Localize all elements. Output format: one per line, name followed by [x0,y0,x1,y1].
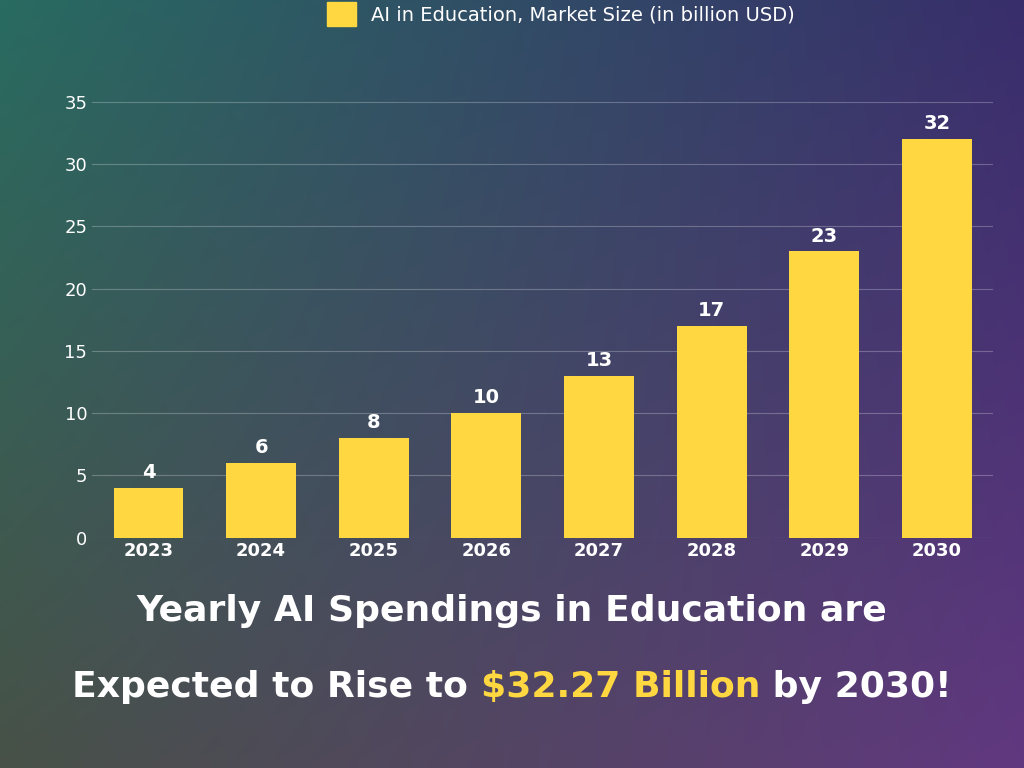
Text: 4: 4 [141,463,156,482]
Text: 6: 6 [254,439,268,457]
Text: Yearly AI Spendings in Education are: Yearly AI Spendings in Education are [136,594,888,627]
Text: by 2030!: by 2030! [760,670,952,704]
Text: 23: 23 [811,227,838,246]
Text: Expected to Rise to: Expected to Rise to [72,670,480,704]
Text: $32.27 Billion: $32.27 Billion [480,670,760,704]
Text: 8: 8 [367,413,381,432]
Bar [339,438,409,538]
Text: 17: 17 [698,301,725,320]
Bar [902,139,972,538]
Bar [677,326,746,538]
Text: 10: 10 [473,389,500,408]
Text: 32: 32 [924,114,950,134]
Legend: AI in Education, Market Size (in billion USD): AI in Education, Market Size (in billion… [318,0,803,34]
Bar [452,413,521,538]
Bar [564,376,634,538]
Bar [790,251,859,538]
Text: 13: 13 [586,351,612,370]
Bar [226,463,296,538]
Bar [114,488,183,538]
